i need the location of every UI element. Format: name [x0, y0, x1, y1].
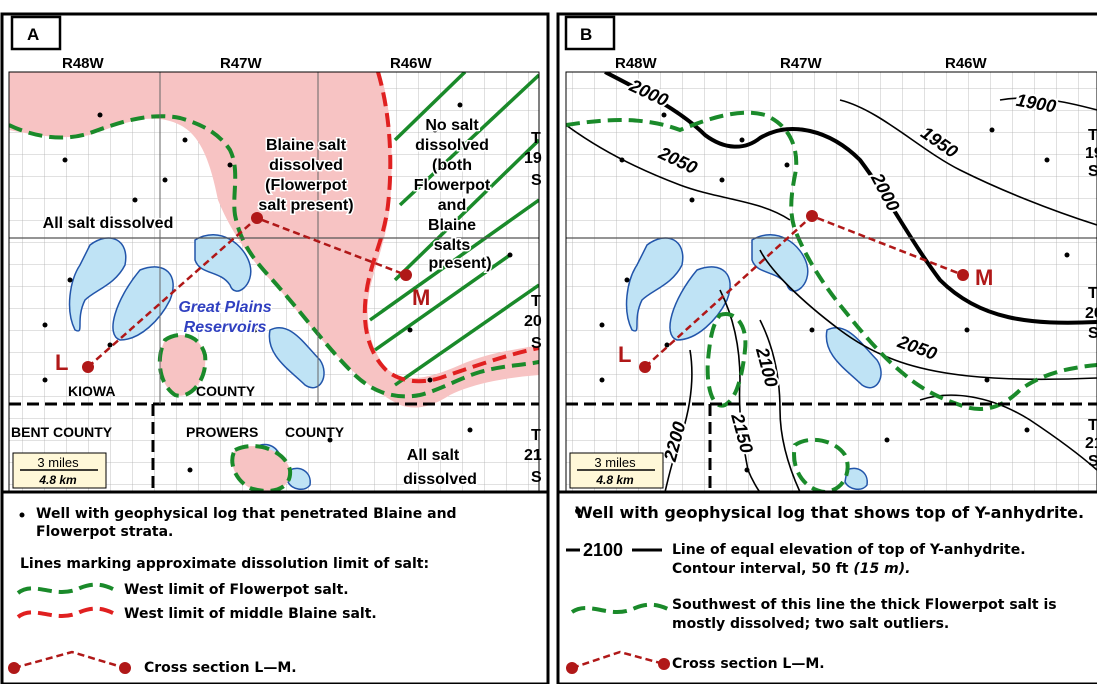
- svg-text:R46W: R46W: [945, 55, 988, 72]
- legend-well-dot-b: [575, 508, 581, 514]
- svg-text:BENT COUNTY: BENT COUNTY: [11, 424, 113, 440]
- svg-text:KIOWA: KIOWA: [68, 383, 115, 399]
- svg-text:R47W: R47W: [780, 55, 823, 72]
- svg-text:(both: (both: [432, 157, 472, 174]
- blaine-dissolved-region: [9, 72, 539, 408]
- wells-a: [42, 102, 513, 473]
- svg-text:Reservoirs: Reservoirs: [184, 319, 267, 336]
- svg-text:S: S: [1088, 453, 1097, 470]
- svg-text:Blaine salt: Blaine salt: [266, 137, 347, 154]
- svg-text:R47W: R47W: [220, 55, 263, 72]
- svg-text:S: S: [1088, 163, 1097, 180]
- svg-text:19: 19: [1085, 145, 1097, 162]
- svg-text:R48W: R48W: [62, 55, 105, 72]
- svg-text:Great Plains: Great Plains: [178, 299, 271, 316]
- svg-text:T: T: [531, 427, 541, 444]
- svg-text:M: M: [975, 265, 993, 290]
- svg-text:3 miles: 3 miles: [594, 455, 636, 470]
- svg-text:Blaine: Blaine: [428, 217, 476, 234]
- svg-text:PROWERS: PROWERS: [186, 424, 258, 440]
- svg-text:2100: 2100: [583, 540, 623, 560]
- legend-well-a: Well with geophysical log that penetrate…: [36, 506, 457, 522]
- svg-text:T: T: [1088, 285, 1097, 302]
- svg-text:S: S: [531, 335, 542, 352]
- svg-text:20: 20: [1085, 305, 1097, 322]
- svg-text:T: T: [1088, 417, 1097, 434]
- svg-text:present): present): [428, 255, 491, 272]
- svg-text:4.8 km: 4.8 km: [38, 473, 77, 487]
- svg-text:L: L: [618, 342, 631, 367]
- svg-text:Flowerpot: Flowerpot: [414, 177, 491, 194]
- svg-text:All salt: All salt: [407, 447, 460, 464]
- svg-text:S: S: [531, 469, 542, 486]
- svg-text:20: 20: [524, 313, 542, 330]
- svg-text:M: M: [412, 285, 430, 310]
- svg-text:19: 19: [524, 150, 542, 167]
- svg-text:and: and: [438, 197, 466, 214]
- svg-text:21: 21: [524, 447, 542, 464]
- svg-text:salts: salts: [434, 237, 471, 254]
- panel-a-letter: A: [27, 25, 39, 44]
- svg-text:R46W: R46W: [390, 55, 433, 72]
- svg-text:No salt: No salt: [425, 117, 479, 134]
- blaine-limit-line: [362, 72, 539, 384]
- svg-text:T: T: [531, 130, 541, 147]
- svg-text:T: T: [1088, 127, 1097, 144]
- contour-lines: [566, 72, 1097, 492]
- svg-text:salt present): salt present): [258, 197, 353, 214]
- svg-text:dissolved: dissolved: [403, 471, 477, 488]
- svg-text:L: L: [55, 350, 68, 375]
- svg-text:21: 21: [1085, 435, 1097, 452]
- svg-text:R48W: R48W: [615, 55, 658, 72]
- svg-text:S: S: [531, 172, 542, 189]
- svg-text:dissolved: dissolved: [269, 157, 343, 174]
- svg-text:3 miles: 3 miles: [37, 455, 79, 470]
- svg-text:S: S: [1088, 325, 1097, 342]
- panel-b: B R48W R47W R46W T 19 S T 20 S T 21 S 20…: [556, 12, 1097, 684]
- panel-a: A R48W R47W R46W T 19 S T 20 S T 21 S Bl…: [0, 12, 550, 684]
- svg-text:COUNTY: COUNTY: [196, 383, 256, 399]
- svg-text:T: T: [531, 293, 541, 310]
- svg-text:All salt dissolved: All salt dissolved: [43, 215, 174, 232]
- svg-text:4.8 km: 4.8 km: [595, 473, 634, 487]
- svg-text:dissolved: dissolved: [415, 137, 489, 154]
- svg-text:(Flowerpot: (Flowerpot: [265, 177, 347, 194]
- flowerpot-limit-line: [9, 114, 539, 399]
- svg-text:COUNTY: COUNTY: [285, 424, 345, 440]
- panel-b-letter: B: [580, 25, 592, 44]
